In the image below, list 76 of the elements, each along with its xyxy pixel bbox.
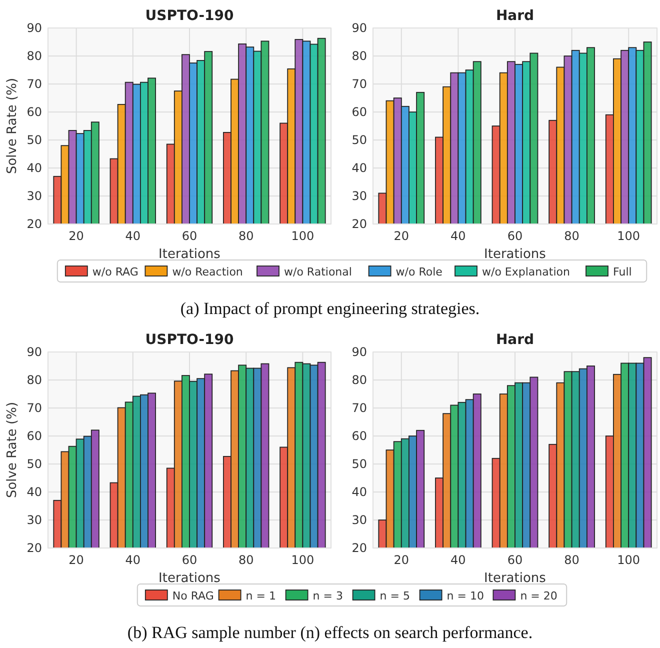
y-tick-label: 40 xyxy=(26,161,42,176)
legend-label: w/o Reaction xyxy=(172,266,243,278)
y-tick-label: 40 xyxy=(352,161,367,176)
legend-label: n = 20 xyxy=(520,590,558,602)
x-tick-label: 60 xyxy=(182,553,198,567)
text: (b) RAG sample number (n) effects on search performance. xyxy=(127,623,533,642)
y-tick-label: 90 xyxy=(26,21,42,36)
x-axis-title: Iterations xyxy=(484,247,546,262)
legend-label: w/o Rational xyxy=(284,266,352,278)
legend-label: Full xyxy=(613,266,632,278)
y-tick-label: 30 xyxy=(352,513,367,528)
y-tick-label: 20 xyxy=(26,541,42,556)
legend-label: n = 5 xyxy=(380,590,410,602)
x-tick-label: 100 xyxy=(291,229,314,243)
x-tick-label: 100 xyxy=(617,229,640,243)
x-tick-label: 60 xyxy=(507,229,523,243)
y-tick-label: 90 xyxy=(26,345,42,360)
x-tick-label: 40 xyxy=(450,553,466,567)
y-tick-label: 40 xyxy=(26,485,42,500)
legend-label: w/o RAG xyxy=(92,266,138,278)
y-tick-label: 70 xyxy=(352,401,367,416)
y-tick-label: 80 xyxy=(26,49,42,64)
chart-title: Hard xyxy=(496,8,534,24)
x-tick-label: 80 xyxy=(238,229,254,243)
x-tick-label: 40 xyxy=(125,553,141,567)
x-tick-label: 40 xyxy=(125,229,141,243)
x-tick-label: 20 xyxy=(68,553,84,567)
y-tick-label: 90 xyxy=(352,21,367,36)
legend-label: No RAG xyxy=(172,590,214,602)
x-tick-label: 60 xyxy=(182,229,198,243)
y-tick-label: 60 xyxy=(26,429,42,444)
x-axis-title: Iterations xyxy=(484,571,546,586)
x-tick-label: 100 xyxy=(291,553,314,567)
x-tick-label: 40 xyxy=(450,229,466,243)
x-tick-label: 80 xyxy=(564,229,580,243)
y-tick-label: 20 xyxy=(26,217,42,232)
x-axis-title: Iterations xyxy=(158,247,221,262)
y-tick-label: 30 xyxy=(26,513,42,528)
y-tick-label: 20 xyxy=(352,217,367,232)
x-axis-title: Iterations xyxy=(158,571,221,586)
chart-title: USPTO-190 xyxy=(145,332,234,348)
chart-title: USPTO-190 xyxy=(145,8,234,24)
y-tick-label: 90 xyxy=(352,345,367,360)
x-tick-label: 100 xyxy=(617,553,640,567)
y-axis-title: Solve Rate (%) xyxy=(5,402,20,498)
y-tick-label: 80 xyxy=(352,373,367,388)
legend-label: n = 3 xyxy=(312,590,343,602)
y-tick-label: 30 xyxy=(352,189,367,204)
legend-label: n = 1 xyxy=(246,590,276,602)
y-tick-label: 70 xyxy=(26,77,42,92)
x-tick-label: 60 xyxy=(507,553,523,567)
x-tick-label: 20 xyxy=(68,229,84,243)
y-tick-label: 60 xyxy=(26,105,42,120)
y-tick-label: 30 xyxy=(26,189,42,204)
y-tick-label: 70 xyxy=(26,401,42,416)
y-tick-label: 20 xyxy=(352,541,367,556)
x-tick-label: 80 xyxy=(238,553,254,567)
y-tick-label: 80 xyxy=(352,49,367,64)
y-tick-label: 50 xyxy=(26,457,42,472)
y-tick-label: 60 xyxy=(352,429,367,444)
y-tick-label: 80 xyxy=(26,373,42,388)
legend-label: w/o Explanation xyxy=(482,266,570,278)
x-tick-label: 20 xyxy=(394,553,410,567)
legend-label: n = 10 xyxy=(446,590,484,602)
y-tick-label: 50 xyxy=(352,133,367,148)
y-tick-label: 50 xyxy=(352,457,367,472)
y-tick-label: 70 xyxy=(352,77,367,92)
y-axis-title: Solve Rate (%) xyxy=(5,78,20,174)
x-tick-label: 20 xyxy=(394,229,410,243)
y-tick-label: 60 xyxy=(352,105,367,120)
text: (a) Impact of prompt engineering strategies. xyxy=(180,299,480,318)
chart-title: Hard xyxy=(496,332,534,348)
y-tick-label: 40 xyxy=(352,485,367,500)
y-tick-label: 50 xyxy=(26,133,42,148)
legend-label: w/o Role xyxy=(396,266,443,278)
x-tick-label: 80 xyxy=(564,553,580,567)
